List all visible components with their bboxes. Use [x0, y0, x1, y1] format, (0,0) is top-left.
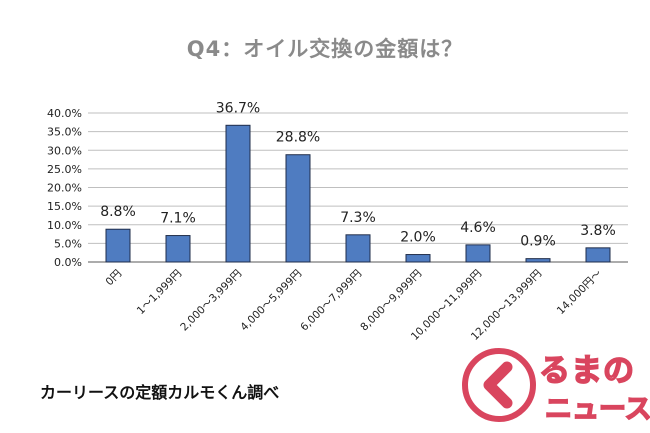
x-tick-label: 4,000～5,999円 — [238, 268, 304, 334]
x-tick-label: 14,000円～ — [555, 267, 605, 317]
logo-text-line1: るまの — [538, 352, 635, 390]
x-tick-label: 2,000～3,999円 — [178, 268, 244, 334]
data-label: 7.3% — [340, 210, 376, 226]
x-tick-label: 0円 — [103, 268, 124, 289]
y-tick-label: 10.0% — [47, 219, 82, 232]
y-tick-label: 20.0% — [47, 182, 82, 195]
bar — [585, 247, 611, 263]
bar — [465, 244, 491, 263]
bar — [525, 258, 551, 263]
x-tick-label: 8,000～9,999円 — [358, 268, 424, 334]
y-tick-label: 35.0% — [47, 126, 82, 139]
bar — [225, 124, 251, 263]
logo-text-line2: ニュース — [544, 393, 650, 426]
y-tick-label: 5.0% — [54, 237, 82, 250]
source-caption: カーリースの定額カルモくん調べ — [40, 383, 280, 402]
x-tick-label: 1～1,999円 — [135, 268, 184, 317]
data-label: 2.0% — [400, 230, 436, 246]
bar — [165, 235, 191, 263]
y-tick-label: 15.0% — [47, 200, 82, 213]
bar — [345, 234, 371, 263]
bar — [405, 254, 431, 263]
bar — [285, 154, 311, 263]
data-label: 7.1% — [160, 211, 196, 227]
data-label: 4.6% — [460, 220, 496, 236]
data-label: 0.9% — [520, 234, 556, 250]
chart-title: Q4：オイル交換の金額は？ — [186, 37, 464, 61]
bar — [105, 228, 131, 263]
data-label: 36.7% — [216, 100, 260, 116]
data-label: 3.8% — [580, 223, 616, 239]
data-label: 8.8% — [100, 204, 136, 220]
y-tick-label: 0.0% — [54, 256, 82, 269]
y-tick-label: 25.0% — [47, 163, 82, 176]
chevron-left-icon — [462, 348, 536, 422]
data-label: 28.8% — [276, 130, 320, 146]
y-tick-label: 40.0% — [47, 107, 82, 120]
x-tick-label: 6,000～7,999円 — [298, 268, 364, 334]
kuruma-news-logo: るまの ニュース — [457, 345, 650, 426]
y-tick-label: 30.0% — [47, 144, 82, 157]
